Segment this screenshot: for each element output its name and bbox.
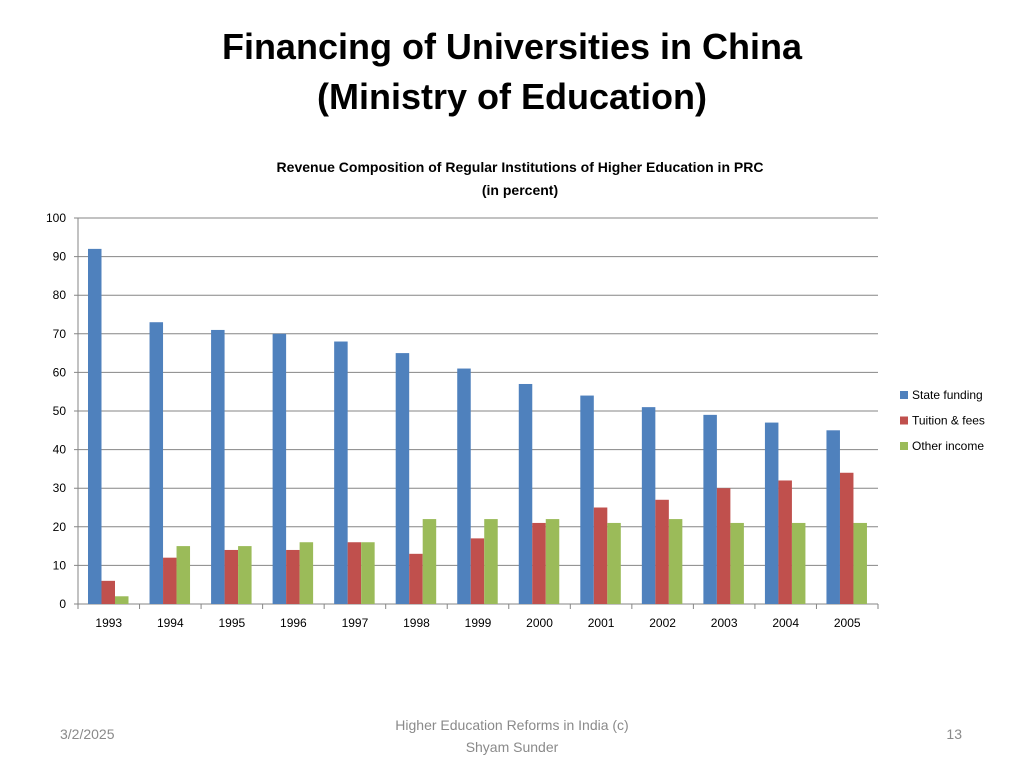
bar-state-funding-1993 <box>88 248 102 604</box>
bar-tuition-fees-1995 <box>224 549 239 604</box>
y-tick-label: 20 <box>53 520 67 534</box>
x-tick-label: 1997 <box>342 616 369 630</box>
bar-state-funding-1995 <box>211 329 225 604</box>
bar-state-funding-2003 <box>703 414 717 604</box>
y-tick-label: 10 <box>53 558 67 572</box>
x-tick-label: 2004 <box>772 616 799 630</box>
bar-other-income-2001 <box>607 522 621 604</box>
x-tick-label: 2001 <box>588 616 615 630</box>
slide-title-line-2: (Ministry of Education) <box>317 76 707 117</box>
x-tick-label: 1995 <box>218 616 245 630</box>
y-tick-label: 90 <box>53 250 67 264</box>
y-tick-label: 100 <box>46 211 66 225</box>
bar-tuition-fees-1994 <box>163 557 177 604</box>
bars <box>88 248 867 604</box>
y-tick-label: 30 <box>53 481 67 495</box>
bar-other-income-2005 <box>853 522 867 604</box>
x-tick-label: 2003 <box>711 616 738 630</box>
legend-swatch <box>900 391 908 399</box>
bar-state-funding-1994 <box>149 322 164 604</box>
bar-tuition-fees-2002 <box>655 499 669 604</box>
y-tick-label: 40 <box>53 443 67 457</box>
bar-state-funding-1998 <box>395 353 410 604</box>
slide-title-line-1: Financing of Universities in China <box>221 26 803 67</box>
bar-other-income-1994 <box>176 546 191 604</box>
bar-other-income-2002 <box>668 519 683 604</box>
bar-other-income-2004 <box>791 522 806 604</box>
bar-tuition-fees-1997 <box>347 542 362 604</box>
bar-other-income-1993 <box>115 596 129 604</box>
legend-label: State funding <box>912 388 983 402</box>
gridlines <box>74 217 878 605</box>
bar-other-income-1996 <box>299 542 314 604</box>
bar-state-funding-2001 <box>580 395 594 604</box>
footer-center-line-1: Higher Education Reforms in India (c) <box>395 717 629 733</box>
chart-subtitle: (in percent) <box>482 182 558 198</box>
legend: State funding Tuition & fees Other income <box>900 388 985 453</box>
bar-tuition-fees-2000 <box>532 522 546 604</box>
bar-tuition-fees-1996 <box>286 549 300 604</box>
bar-tuition-fees-2001 <box>593 507 608 604</box>
bar-other-income-2000 <box>545 519 560 604</box>
legend-swatch <box>900 416 908 425</box>
footer-center: Higher Education Reforms in India (c) Sh… <box>312 714 712 758</box>
slide-title: Financing of Universities in China (Mini… <box>0 22 1024 122</box>
bar-state-funding-2004 <box>764 422 779 604</box>
bar-other-income-1999 <box>484 519 498 604</box>
bar-tuition-fees-1998 <box>409 553 423 604</box>
legend-label: Other income <box>912 439 984 453</box>
x-tick-label: 2005 <box>834 616 861 630</box>
x-tick-label: 2000 <box>526 616 553 630</box>
footer-center-line-2: Shyam Sunder <box>465 739 559 755</box>
legend-swatch <box>900 442 908 450</box>
legend-label: Tuition & fees <box>912 414 985 428</box>
bar-other-income-1995 <box>238 546 252 604</box>
x-tick-label: 1993 <box>95 616 122 630</box>
x-tick-label: 2002 <box>649 616 676 630</box>
bar-tuition-fees-2004 <box>778 480 792 604</box>
bar-tuition-fees-1993 <box>101 580 115 604</box>
bar-state-funding-1996 <box>272 333 287 604</box>
bar-state-funding-2002 <box>641 407 656 604</box>
x-tick-label: 1996 <box>280 616 307 630</box>
bar-state-funding-1997 <box>334 341 348 604</box>
x-tick-label: 1999 <box>465 616 492 630</box>
bar-tuition-fees-1999 <box>470 538 485 604</box>
x-tick-label: 1994 <box>157 616 184 630</box>
y-tick-label: 80 <box>53 288 67 302</box>
bar-tuition-fees-2003 <box>716 488 731 604</box>
y-tick-label: 50 <box>53 404 67 418</box>
bar-state-funding-2000 <box>518 383 533 604</box>
y-tick-label: 0 <box>59 597 66 611</box>
bar-tuition-fees-2005 <box>839 472 854 604</box>
x-tick-label: 1998 <box>403 616 430 630</box>
footer-date: 3/2/2025 <box>60 726 115 742</box>
bar-other-income-1998 <box>422 519 437 604</box>
y-tick-label: 60 <box>53 365 67 379</box>
page-number: 13 <box>946 726 962 742</box>
bar-state-funding-1999 <box>457 368 471 604</box>
bar-other-income-2003 <box>730 522 744 604</box>
bar-other-income-1997 <box>361 542 375 604</box>
bar-state-funding-2005 <box>826 430 840 604</box>
tick-labels: 0 10 20 30 40 50 60 70 80 90 100 1993 1994 1995 1996 19… <box>46 211 861 630</box>
y-tick-label: 70 <box>53 327 67 341</box>
chart-title: Revenue Composition of Regular Instituti… <box>277 159 764 175</box>
